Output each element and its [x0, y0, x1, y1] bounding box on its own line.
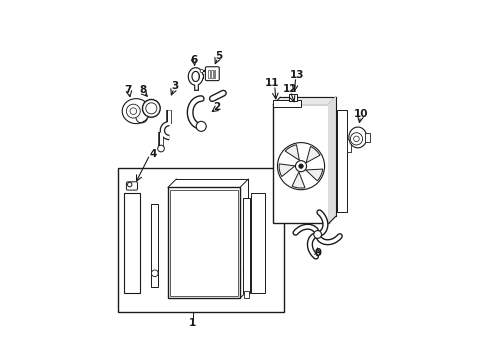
Bar: [337, 110, 347, 212]
Polygon shape: [306, 169, 323, 181]
Text: 9: 9: [314, 248, 321, 258]
Bar: [151, 204, 158, 287]
FancyBboxPatch shape: [126, 182, 138, 190]
Bar: [365, 133, 370, 141]
Circle shape: [127, 183, 132, 187]
Ellipse shape: [122, 99, 150, 123]
Polygon shape: [285, 145, 299, 160]
Circle shape: [295, 161, 307, 172]
Text: 11: 11: [265, 78, 279, 89]
Circle shape: [146, 103, 157, 114]
Bar: [208, 69, 210, 78]
Bar: [347, 139, 351, 152]
Circle shape: [196, 121, 206, 131]
Circle shape: [130, 108, 137, 114]
Polygon shape: [306, 147, 320, 163]
Bar: [251, 193, 265, 293]
Circle shape: [151, 270, 158, 276]
Polygon shape: [292, 172, 305, 188]
Bar: [168, 187, 240, 298]
FancyBboxPatch shape: [205, 67, 219, 81]
Text: 7: 7: [124, 85, 131, 95]
Text: 5: 5: [216, 51, 223, 61]
Bar: [211, 69, 213, 78]
Circle shape: [277, 143, 324, 190]
Polygon shape: [273, 97, 336, 104]
Circle shape: [143, 99, 160, 117]
Circle shape: [299, 164, 303, 168]
Text: 12: 12: [283, 84, 297, 94]
Bar: [170, 190, 238, 296]
Text: 10: 10: [353, 109, 368, 119]
Bar: [118, 168, 284, 312]
FancyBboxPatch shape: [289, 94, 297, 100]
Circle shape: [200, 69, 203, 73]
Circle shape: [350, 133, 363, 145]
Text: 13: 13: [290, 70, 304, 80]
Bar: [273, 104, 329, 223]
Bar: [123, 193, 140, 293]
Text: 6: 6: [191, 55, 198, 65]
Bar: [214, 69, 216, 78]
Polygon shape: [329, 97, 336, 223]
Circle shape: [314, 231, 321, 238]
Text: 8: 8: [139, 85, 147, 95]
Text: 2: 2: [213, 102, 220, 112]
Circle shape: [126, 104, 140, 118]
Bar: [243, 198, 250, 293]
Text: 4: 4: [149, 149, 156, 159]
Text: 3: 3: [172, 81, 178, 91]
Polygon shape: [279, 164, 295, 176]
Circle shape: [158, 145, 164, 152]
Bar: [244, 291, 248, 298]
Bar: [273, 100, 301, 107]
Circle shape: [354, 136, 359, 141]
Text: 1: 1: [189, 318, 196, 328]
Ellipse shape: [349, 127, 367, 148]
